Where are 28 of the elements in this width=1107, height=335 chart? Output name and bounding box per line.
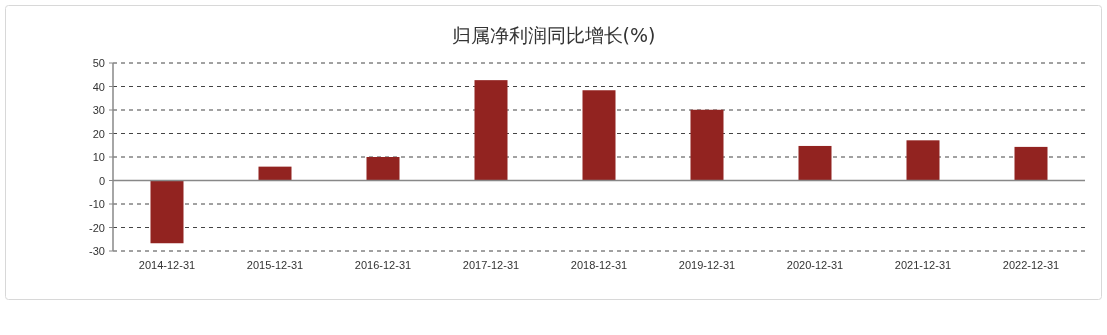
y-tick-label: 10: [92, 151, 105, 163]
y-tick-label: 0: [98, 174, 105, 187]
x-tick-label: 2019-12-31: [678, 259, 736, 271]
x-tick-label: 2014-12-31: [138, 259, 196, 271]
x-tick-label: 2016-12-31: [354, 259, 412, 271]
bar: [798, 145, 832, 181]
bar: [366, 157, 400, 181]
bar: [906, 140, 940, 181]
y-tick-label: -20: [89, 221, 105, 234]
x-tick-label: 2020-12-31: [786, 259, 844, 271]
y-tick-label: -30: [89, 245, 105, 257]
x-tick-label: 2018-12-31: [570, 259, 628, 271]
y-tick-label: 50: [92, 57, 105, 69]
bar: [1014, 146, 1048, 181]
chart-title: 归属净利润同比增长(%): [451, 24, 656, 46]
y-tick-label: 30: [92, 104, 105, 116]
y-tick-label: -10: [89, 198, 105, 210]
bar: [474, 80, 508, 181]
bar: [150, 180, 184, 244]
y-tick-label: 20: [92, 127, 105, 140]
x-tick-label: 2017-12-31: [462, 259, 520, 271]
y-tick-label: 40: [92, 80, 105, 93]
x-tick-label: 2021-12-31: [894, 259, 952, 271]
x-tick-label: 2022-12-31: [1002, 259, 1060, 271]
bar: [582, 90, 616, 181]
bar: [690, 109, 724, 181]
x-tick-label: 2015-12-31: [246, 259, 304, 271]
bar: [258, 166, 292, 181]
